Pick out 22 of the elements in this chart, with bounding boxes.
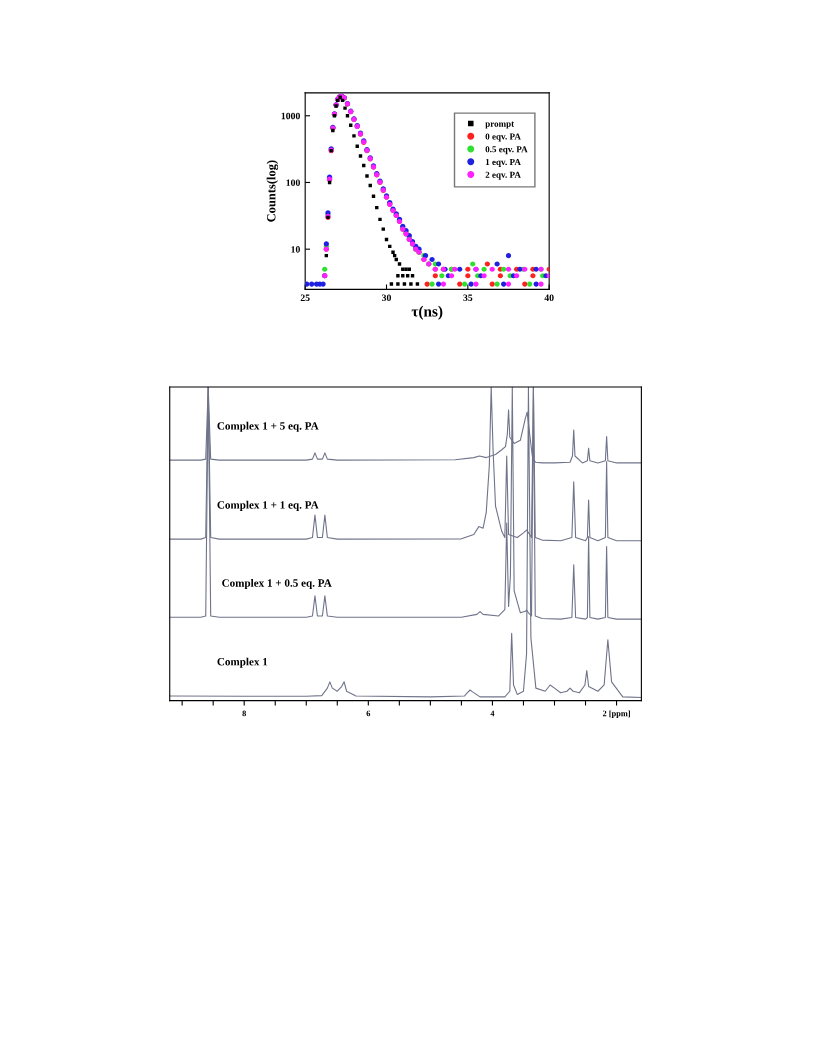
text: Complex 1 (217, 657, 268, 668)
x-tick-label: 2 [ppm] (602, 710, 630, 718)
x-tick-label: 35 (463, 294, 473, 302)
series-label: Complex 1 + 1 eq. PA (217, 500, 319, 511)
x-tick-label: 4 (490, 710, 495, 717)
y-tick-label: 10 (291, 246, 300, 253)
legend-label: 1 eqv. PA (485, 159, 521, 167)
x-tick-label: 25 (300, 294, 310, 302)
x-tick-label: 30 (382, 294, 391, 302)
legend-label: 0.5 eqv. PA (485, 146, 528, 155)
y-tick-label: 100 (286, 179, 300, 186)
x-tick-label: 40 (544, 294, 554, 302)
series-label: Complex 1 + 5 eq. PA (217, 421, 319, 432)
x-axis-title: τ(ns) (411, 305, 443, 320)
legend-label: 0 eqv. PA (485, 133, 521, 142)
x-tick-label: 8 (242, 710, 247, 717)
legend-label: 2 eqv. PA (485, 171, 521, 180)
series-label: Complex 1 + 0.5 eq. PA (222, 578, 332, 589)
y-tick-label: 1000 (281, 112, 300, 120)
x-tick-label: 6 (366, 710, 371, 717)
y-axis-title: Counts(log) (266, 160, 279, 222)
legend-label: prompt (485, 121, 515, 129)
